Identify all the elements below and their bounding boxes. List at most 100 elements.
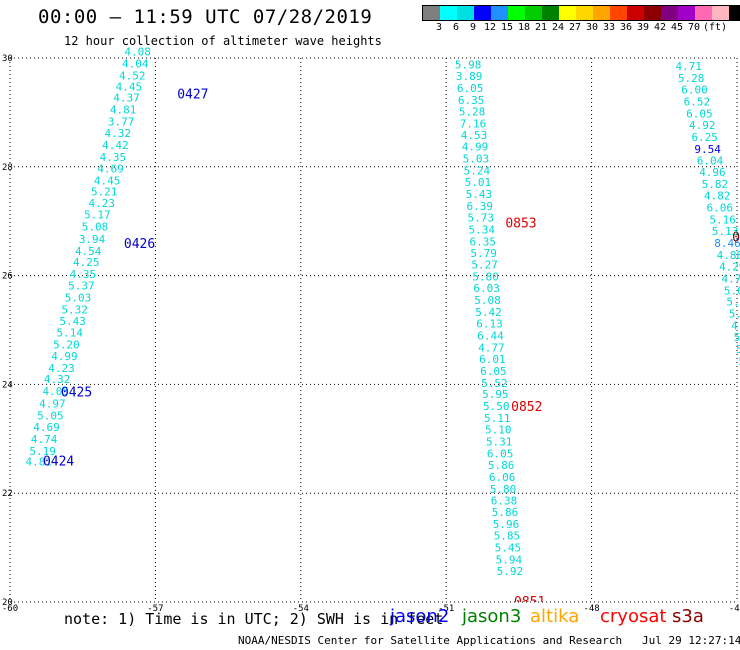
- wave-height-value: 4.05: [42, 385, 69, 398]
- wave-height-value: 5.4: [734, 331, 740, 344]
- y-tick-label: 30: [2, 54, 13, 64]
- pass-time-label: 0427: [177, 87, 208, 102]
- x-tick-label: -60: [2, 604, 18, 614]
- legend-label: 15: [500, 22, 514, 33]
- pass-time-label: 0853: [505, 216, 536, 231]
- wave-height-value: 5.06: [726, 296, 740, 309]
- legend-swatch: [576, 6, 593, 20]
- wave-height-value: 4.71: [675, 60, 702, 73]
- pass-time-label: 0851: [514, 595, 545, 610]
- wave-height-value: 4.45: [116, 80, 143, 93]
- legend-label: 24: [551, 22, 565, 33]
- wave-height-value: 5.24: [464, 165, 491, 178]
- legend-swatch: [695, 6, 712, 20]
- legend-swatch: [525, 6, 542, 20]
- wave-height-value: 5.10: [485, 424, 512, 437]
- wave-height-value: 5.17: [84, 209, 111, 222]
- wave-height-value: 6.35: [458, 94, 485, 107]
- legend-swatch: [610, 6, 627, 20]
- footer-credit: NOAA/NESDIS Center for Satellite Applica…: [238, 634, 740, 647]
- wave-height-value: 4.42: [102, 139, 129, 152]
- legend-label: 18: [517, 22, 531, 33]
- x-tick-label: -48: [583, 604, 599, 614]
- wave-height-value: 5.92: [497, 565, 524, 578]
- wave-height-value: 5.00: [729, 308, 740, 321]
- wave-height-value: 5.50: [483, 400, 510, 413]
- wave-height-value: 9.54: [694, 143, 721, 156]
- wave-height-value: 4.99: [462, 141, 489, 154]
- legend-label: 42: [653, 22, 667, 33]
- wave-height-value: 4.81: [110, 104, 137, 117]
- wave-height-value: 5.86: [488, 459, 515, 472]
- wave-height-value: 4.82: [704, 190, 731, 203]
- pass-time-label: 0425: [61, 385, 92, 400]
- wave-height-value: 5.95: [482, 388, 509, 401]
- legend-swatch: [678, 6, 695, 20]
- wave-height-value: 5.37: [68, 279, 95, 292]
- wave-height-value: 4.32: [105, 127, 132, 140]
- wave-height-value: 4.23: [48, 362, 75, 375]
- satellite-s3a: s3a: [672, 606, 704, 627]
- wave-height-value: 5.28: [459, 105, 486, 118]
- wave-height-value: 6.03: [473, 282, 500, 295]
- x-tick-label: -54: [293, 604, 309, 614]
- wave-height-value: 5: [738, 355, 740, 368]
- wave-height-value: 6.38: [491, 494, 517, 507]
- legend-label: 3: [435, 22, 443, 33]
- wave-height-value: 4.45: [94, 174, 121, 187]
- wave-height-value: 4.35: [100, 151, 127, 164]
- legend-label: 39: [636, 22, 650, 33]
- wave-height-value: 6.05: [480, 365, 507, 378]
- wave-height-value: 6.05: [686, 107, 713, 120]
- wave-height-value: 6.06: [489, 471, 516, 484]
- wave-height-value: 4.88: [717, 249, 740, 262]
- legend-label: 12: [483, 22, 497, 33]
- wave-height-value: 5.94: [496, 554, 523, 567]
- wave-height-value: 5.14: [57, 327, 84, 340]
- wave-height-value: 4.04: [122, 57, 149, 70]
- legend-label: 9: [469, 22, 477, 33]
- satellite-altika: altika: [530, 606, 580, 627]
- wave-height-value: 6.35: [469, 235, 496, 248]
- color-scale-bar: [422, 5, 740, 21]
- wave-height-value: 4.97: [39, 397, 66, 410]
- wave-height-value: 5.34: [468, 223, 495, 236]
- wave-height-value: 4.52: [119, 69, 146, 82]
- wave-height-value: 3.89: [456, 70, 483, 83]
- wave-height-value: 4.64: [133, 10, 160, 23]
- wave-height-value: 5.85: [494, 530, 521, 543]
- wave-height-value: 5.52: [481, 377, 508, 390]
- legend-swatch: [542, 6, 559, 20]
- legend-label: 70: [687, 22, 701, 33]
- wave-height-value: 5.80: [472, 271, 499, 284]
- legend-label: 27: [568, 22, 582, 33]
- legend-swatch: [559, 6, 576, 20]
- legend-swatch: [508, 6, 525, 20]
- wave-height-value: 5.45: [495, 542, 521, 555]
- x-tick-label: -57: [147, 604, 163, 614]
- wave-height-value: 5.43: [466, 188, 493, 201]
- legend-swatch: [593, 6, 610, 20]
- legend-label: 45: [670, 22, 684, 33]
- legend-label: 36: [619, 22, 633, 33]
- wave-height-value: 4.25: [73, 256, 100, 269]
- wave-height-value: 4.23: [89, 197, 116, 210]
- satellite-jason3: jason3: [462, 606, 522, 627]
- wave-height-value: 4.92: [689, 119, 716, 132]
- wave-height-value: 5.21: [91, 185, 118, 198]
- legend-swatch: [491, 6, 508, 20]
- wave-height-value: 4.76: [721, 272, 740, 285]
- legend-label: 30: [585, 22, 599, 33]
- map-subtitle: 12 hour collection of altimeter wave hei…: [64, 34, 382, 48]
- wave-height-value: 5.03: [463, 153, 490, 166]
- wave-height-value: 6.06: [706, 202, 733, 215]
- pass-time-label: 0852: [511, 400, 542, 415]
- wave-height-value: 4.29: [719, 260, 740, 273]
- wave-height-value: 4.32: [44, 373, 71, 386]
- wave-height-value: 5.96: [493, 518, 520, 531]
- legend-swatch: [423, 6, 440, 20]
- wave-height-value: 5.: [736, 343, 740, 356]
- legend-swatch: [440, 6, 457, 20]
- wave-height-value: 4.83: [130, 22, 157, 35]
